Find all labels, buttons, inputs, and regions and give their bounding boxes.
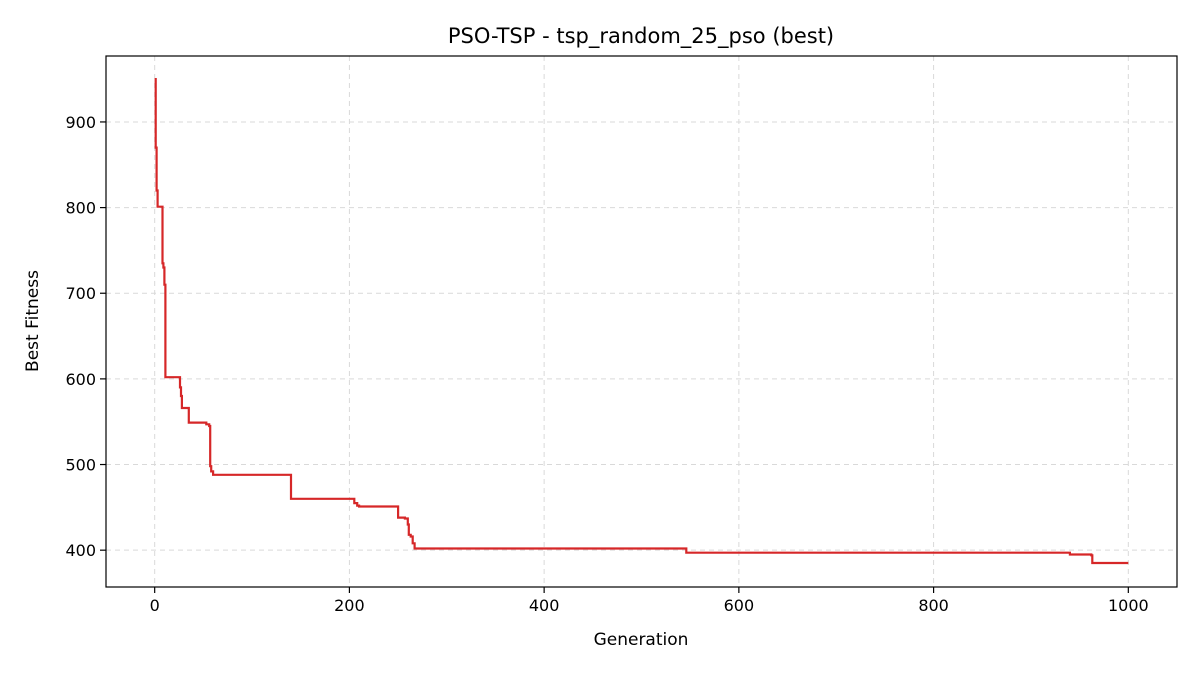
x-axis-label: Generation — [594, 630, 689, 650]
y-axis: 400 500 600 700 800 900 — [65, 113, 106, 560]
chart-title: PSO-TSP - tsp_random_25_pso (best) — [448, 24, 834, 49]
x-tick-label: 0 — [150, 596, 160, 615]
y-tick-label: 800 — [65, 199, 96, 218]
x-axis: 0 200 400 600 800 1000 — [150, 587, 1149, 615]
y-tick-label: 700 — [65, 284, 96, 303]
y-tick-label: 400 — [65, 541, 96, 560]
x-tick-label: 200 — [334, 596, 365, 615]
y-tick-label: 900 — [65, 113, 96, 132]
plot-frame — [105, 55, 1178, 588]
x-tick-label: 600 — [724, 596, 755, 615]
x-tick-label: 1000 — [1108, 596, 1149, 615]
grid — [106, 56, 1177, 587]
x-tick-label: 400 — [529, 596, 560, 615]
x-tick-label: 800 — [918, 596, 949, 615]
y-tick-label: 600 — [65, 370, 96, 389]
series-line-best-fitness — [154, 78, 1129, 565]
y-axis-label: Best Fitness — [23, 270, 43, 372]
y-tick-label: 500 — [65, 456, 96, 475]
